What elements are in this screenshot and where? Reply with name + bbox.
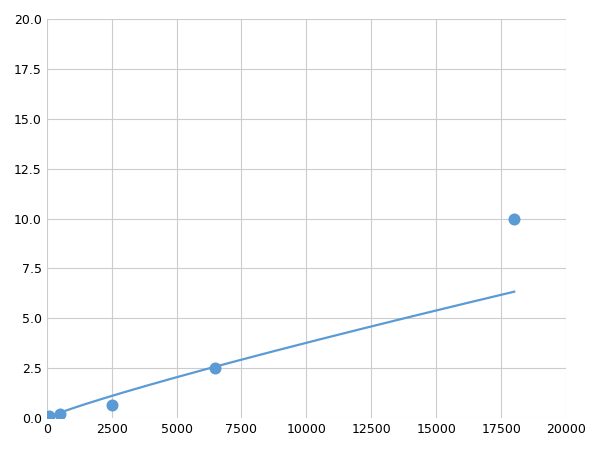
- Point: [55, 411, 64, 418]
- Point: [44, 413, 54, 420]
- Point: [211, 365, 220, 372]
- Point: [509, 215, 519, 222]
- Point: [107, 402, 116, 409]
